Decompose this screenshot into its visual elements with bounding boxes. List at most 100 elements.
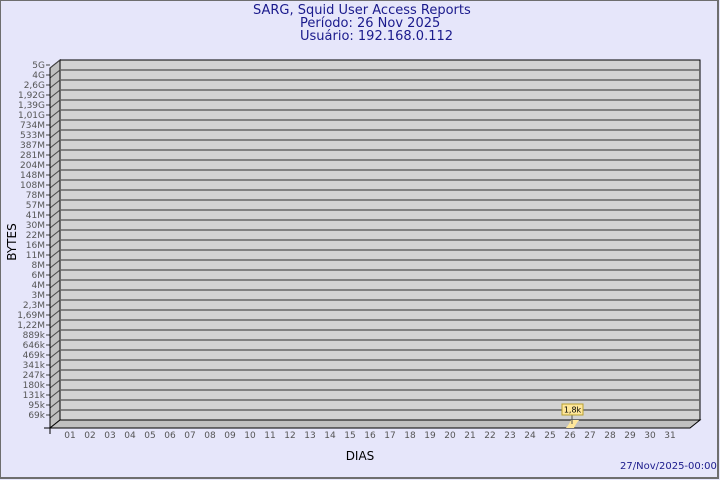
x-tick-label: 02 [84,431,95,441]
x-tick-label: 18 [404,431,416,441]
x-tick-label: 01 [64,431,75,441]
x-tick-label: 06 [164,431,176,441]
side-grid-line [49,379,61,389]
side-grid-line [49,149,61,159]
y-tick-label: 16M [26,241,45,251]
x-tick-label: 13 [304,431,315,441]
side-grid-line [49,179,61,189]
y-tick-label: 30M [26,221,45,231]
x-tick-label: 30 [644,431,656,441]
y-tick-label: 131k [23,391,46,401]
chart-title: SARG, Squid User Access Reports [253,3,471,18]
side-grid-line [49,99,61,109]
side-grid-line [49,209,61,219]
y-tick-label: 646k [23,341,46,351]
x-tick-label: 19 [424,431,436,441]
side-grid-line [49,69,61,79]
x-tick-label: 07 [184,431,195,441]
x-tick-label: 03 [104,431,115,441]
y-tick-label: 8M [32,261,46,271]
side-grid-line [49,169,61,179]
side-grid-line [49,229,61,239]
x-axis-label: DIAS [346,449,375,463]
side-grid-line [49,89,61,99]
y-tick-label: 204M [20,161,45,171]
side-grid-line [49,349,61,359]
x-tick-label: 28 [604,431,616,441]
footer-timestamp: 27/Nov/2025-00:00 [620,461,717,472]
y-tick-label: 1,39G [18,101,45,111]
y-tick-label: 533M [20,131,45,141]
side-grid-line [49,289,61,299]
y-tick-label: 1,69M [17,311,45,321]
side-grid-line [49,409,61,419]
side-grid-line [49,359,61,369]
y-tick-label: 41M [26,211,45,221]
side-grid-line [49,59,61,69]
side-grid-line [49,279,61,289]
side-grid-line [49,129,61,139]
chart-user: Usuário: 192.168.0.112 [300,29,454,44]
side-grid-line [49,319,61,329]
x-tick-label: 17 [384,431,395,441]
y-tick-label: 387M [20,141,45,151]
x-tick-label: 29 [624,431,636,441]
y-axis-label: BYTES [5,223,19,260]
x-tick-label: 21 [464,431,475,441]
y-tick-label: 4M [32,281,46,291]
y-tick-label: 247k [23,371,46,381]
y-tick-label: 281M [20,151,45,161]
x-tick-label: 08 [204,431,216,441]
x-tick-label: 20 [444,431,456,441]
side-grid-line [49,329,61,339]
x-tick-label: 11 [264,431,275,441]
x-tick-label: 16 [364,431,376,441]
chart-period: Período: 26 Nov 2025 [300,16,441,31]
x-tick-label: 23 [504,431,515,441]
x-tick-label: 09 [224,431,236,441]
side-grid-line [49,369,61,379]
y-tick-label: 1,01G [18,111,45,121]
y-tick-label: 469k [23,351,46,361]
y-tick-label: 180k [23,381,46,391]
bar-label: 1,8k [564,406,582,415]
side-grid-line [49,159,61,169]
side-grid-line [49,219,61,229]
y-tick-label: 78M [26,191,45,201]
x-tick-label: 05 [144,431,155,441]
x-tick-label: 27 [584,431,595,441]
y-tick-label: 57M [26,201,45,211]
y-tick-label: 889k [23,331,46,341]
y-tick-label: 2,6G [24,81,45,91]
x-tick-label: 12 [284,431,295,441]
y-tick-label: 108M [20,181,45,191]
x-tick-label: 15 [344,431,355,441]
x-tick-label: 22 [484,431,495,441]
x-tick-label: 14 [324,431,336,441]
x-tick-label: 25 [544,431,555,441]
y-tick-label: 1,92G [18,91,45,101]
y-tick-label: 2,3M [23,301,45,311]
y-tick-label: 341k [23,361,46,371]
y-tick-label: 6M [32,271,46,281]
side-grid-line [49,309,61,319]
side-grid-line [49,389,61,399]
y-tick-label: 95k [28,401,45,411]
side-grid-line [49,189,61,199]
y-tick-label: 11M [26,251,45,261]
side-grid-line [49,119,61,129]
side-grid-line [49,339,61,349]
y-tick-label: 69k [28,411,45,421]
side-grid-line [49,199,61,209]
plot-floor [48,419,702,429]
x-tick-label: 04 [124,431,136,441]
y-tick-label: 22M [26,231,45,241]
side-grid-line [49,399,61,409]
side-grid-line [49,79,61,89]
y-tick-label: 1,22M [17,321,45,331]
x-tick-label: 31 [664,431,675,441]
x-tick-label: 24 [524,431,536,441]
y-tick-label: 5G [32,61,45,71]
